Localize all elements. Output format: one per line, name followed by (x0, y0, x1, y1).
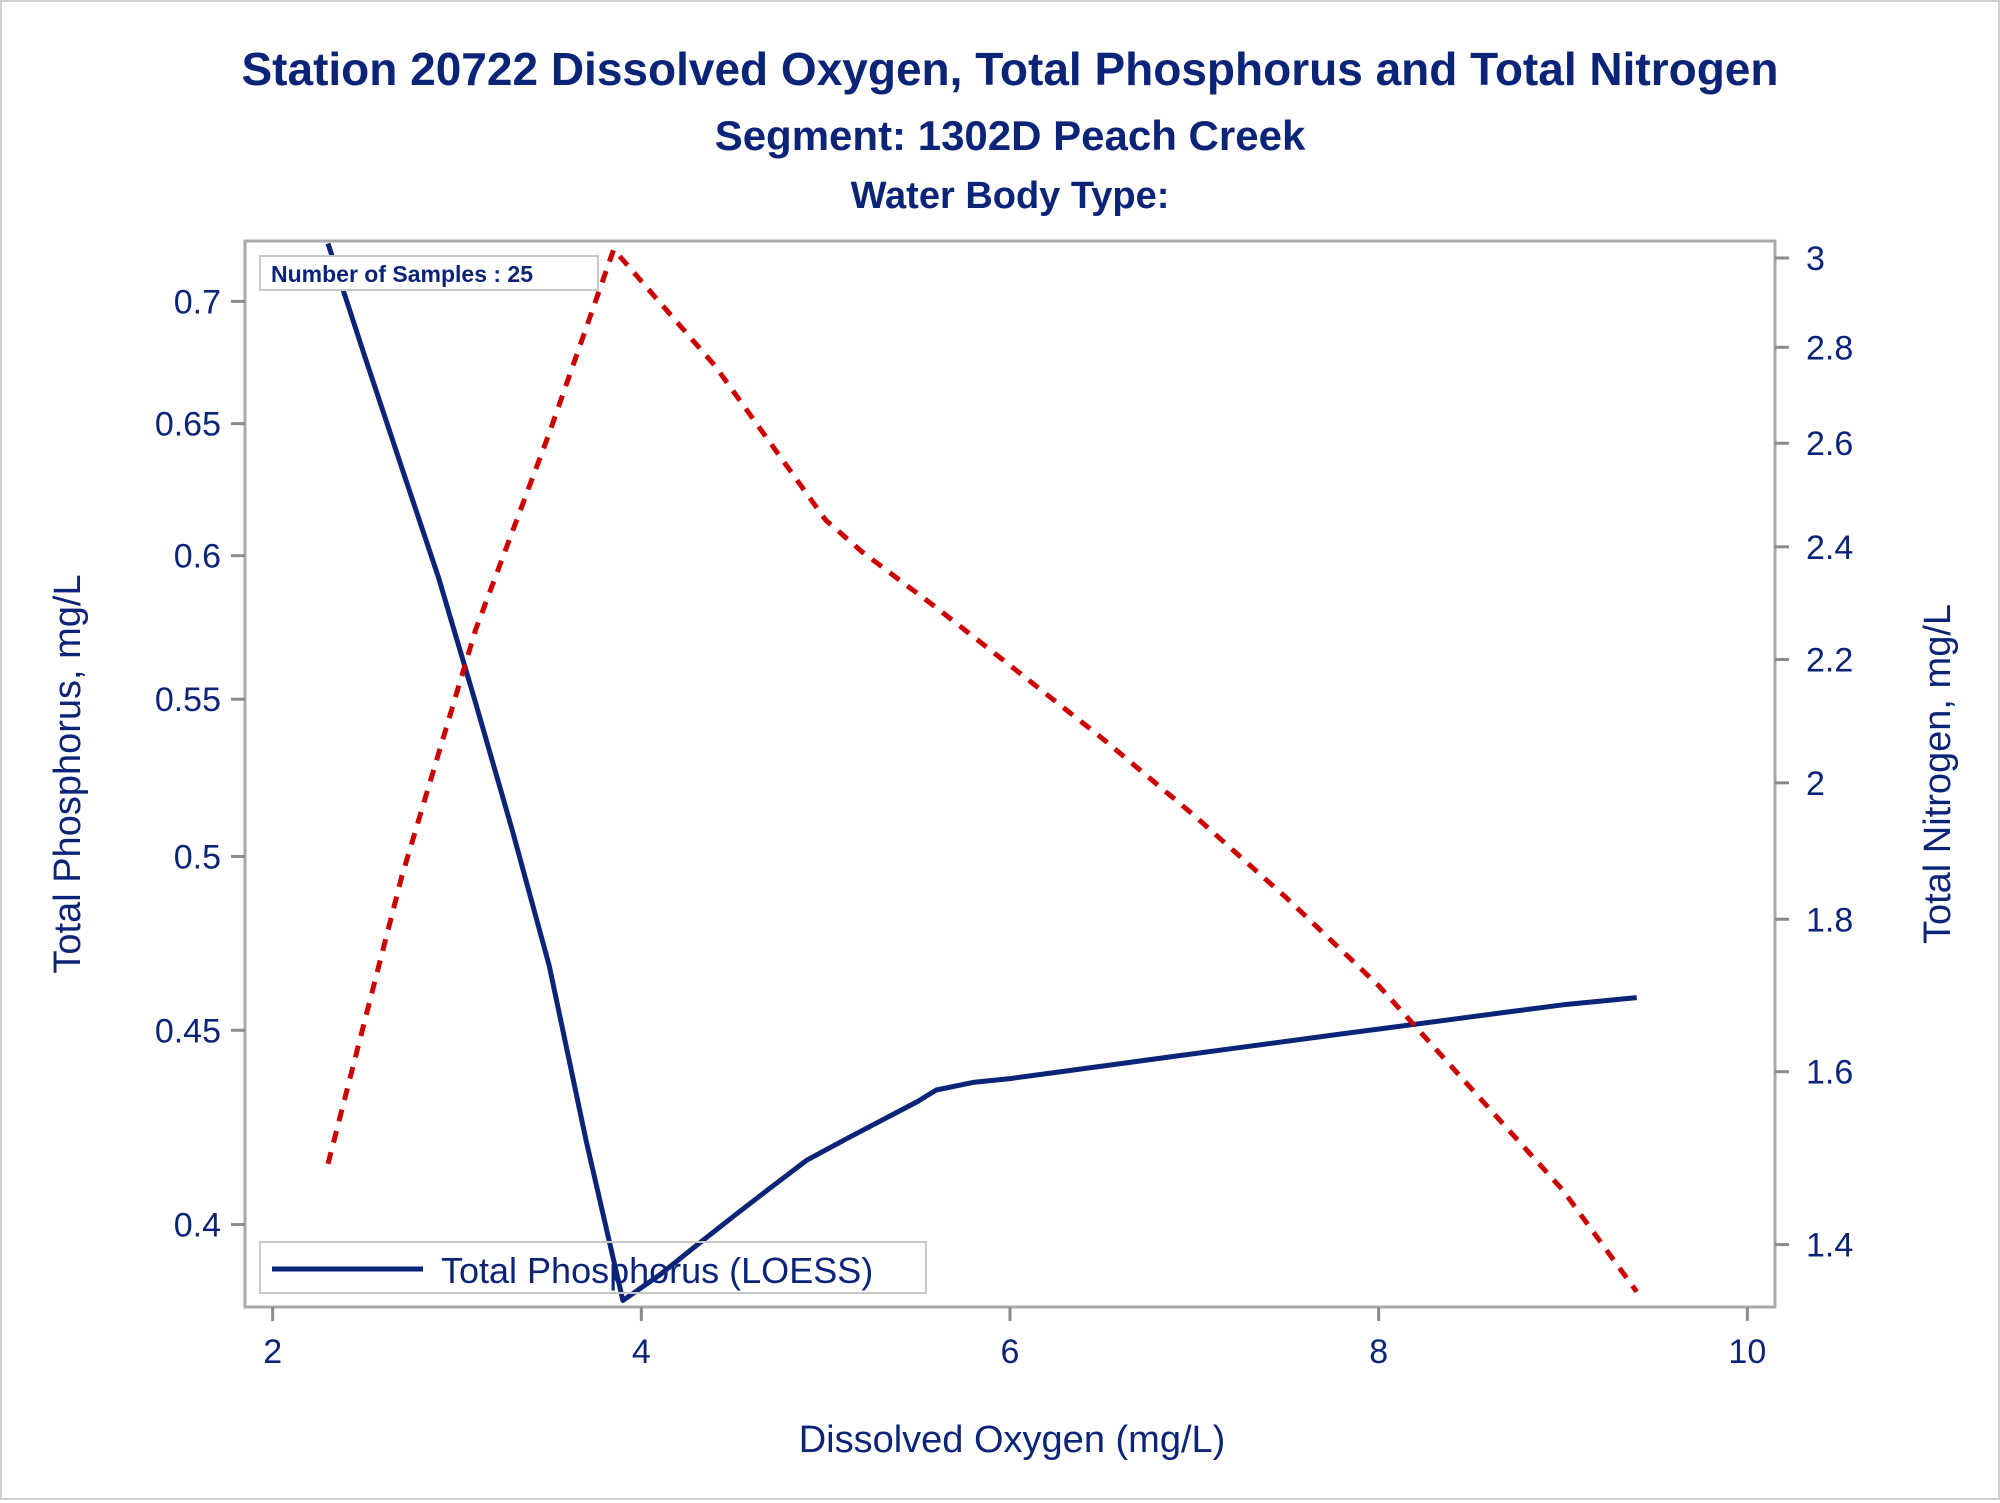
y-right-tick-label: 3 (1806, 240, 1825, 278)
x-axis-label: Dissolved Oxygen (mg/L) (799, 1419, 1226, 1461)
x-tick-label: 6 (1001, 1333, 1020, 1371)
y-left-tick-label: 0.6 (174, 538, 221, 576)
y-left-tick-label: 0.65 (155, 406, 221, 444)
y-left-tick-label: 0.5 (174, 838, 221, 876)
y-left-tick-label: 0.7 (174, 283, 221, 321)
x-tick-label: 2 (263, 1333, 282, 1371)
y-right-tick-label: 2.6 (1806, 425, 1853, 463)
legend-label-total-phosphorus: Total Phosphorus (LOESS) (441, 1250, 873, 1291)
sample-count-inset: Number of Samples : 25 (259, 255, 599, 291)
sample-count-box (259, 255, 599, 291)
chart-subtitle-2: Water Body Type: (851, 175, 1170, 217)
y-right-tick-label: 2.8 (1806, 329, 1853, 367)
y-right-tick-label: 1.8 (1806, 901, 1853, 939)
y-right-tick-label: 2.2 (1806, 641, 1853, 679)
chart-subtitle: Segment: 1302D Peach Creek (715, 112, 1306, 159)
x-axis: 2 4 6 8 10 (263, 1307, 1766, 1371)
y-left-tick-label: 0.55 (155, 681, 221, 719)
y-left-tick-label: 0.45 (155, 1012, 221, 1050)
legend: Total Phosphorus (LOESS) (259, 1241, 927, 1294)
y-right-tick-label: 2.4 (1806, 529, 1853, 567)
series-layer (325, 242, 1639, 1303)
total-phosphorus-series-line (325, 242, 1637, 1303)
plot-area (243, 239, 1777, 1309)
sample-count-label: Number of Samples : 25 (271, 261, 533, 287)
legend-box (259, 1241, 927, 1294)
y-right-axis-label: Total Nitrogen, mg/L (1917, 604, 1959, 944)
y-left-axis: 0.4 0.45 0.5 0.55 0.6 0.65 0.7 (155, 283, 245, 1245)
total-nitrogen-series-line (325, 246, 1639, 1294)
y-right-tick-label: 2 (1806, 765, 1825, 803)
x-tick-label: 4 (632, 1333, 651, 1371)
x-tick-label: 8 (1369, 1333, 1388, 1371)
y-right-tick-label: 1.6 (1806, 1054, 1853, 1092)
chart-title: Station 20722 Dissolved Oxygen, Total Ph… (241, 43, 1778, 95)
y-left-tick-label: 0.4 (174, 1207, 221, 1245)
x-tick-label: 10 (1728, 1333, 1766, 1371)
y-left-axis-label: Total Phosphorus, mg/L (47, 574, 89, 973)
y-right-axis: 1.4 1.6 1.8 2 2.2 2.4 2.6 2.8 3 (1775, 240, 1853, 1265)
y-right-tick-label: 1.4 (1806, 1227, 1853, 1265)
